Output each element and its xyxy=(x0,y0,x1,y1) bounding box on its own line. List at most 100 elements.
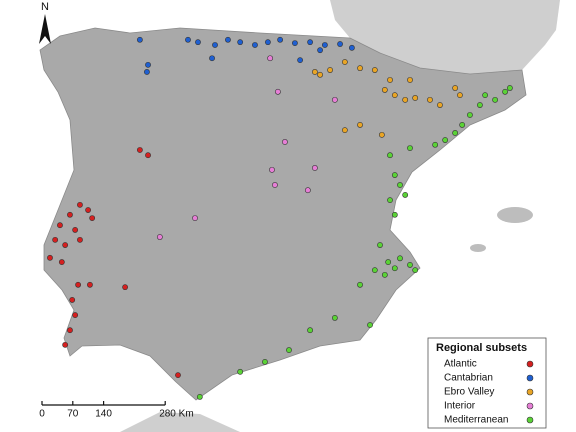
site-point xyxy=(459,122,466,128)
legend-swatch xyxy=(526,388,534,396)
site-point xyxy=(412,267,419,274)
site-point xyxy=(136,36,143,43)
island xyxy=(470,244,486,252)
site-point xyxy=(145,152,151,159)
site-point xyxy=(402,96,409,103)
legend-label: Interior xyxy=(444,401,476,412)
scale-label: 140 xyxy=(95,409,112,420)
north-label: N xyxy=(41,1,49,13)
site-point xyxy=(195,39,201,46)
site-point xyxy=(397,255,403,262)
site-point xyxy=(196,393,203,400)
legend-box xyxy=(427,337,547,429)
site-point xyxy=(77,236,83,243)
site-point xyxy=(341,59,348,65)
site-point xyxy=(371,267,378,274)
site-point xyxy=(432,141,439,148)
site-point xyxy=(407,145,413,151)
site-point xyxy=(492,96,498,103)
site-point xyxy=(209,55,215,62)
site-point xyxy=(175,372,181,379)
site-point xyxy=(317,71,323,78)
island xyxy=(497,207,533,223)
site-point xyxy=(237,39,244,46)
site-point xyxy=(237,368,244,375)
site-point xyxy=(269,166,275,173)
scale-label: 0 xyxy=(39,409,45,420)
site-point xyxy=(331,315,338,321)
site-point xyxy=(506,85,513,91)
site-point xyxy=(304,187,311,194)
site-point xyxy=(136,147,143,153)
site-point xyxy=(67,211,73,218)
site-point xyxy=(282,139,288,145)
site-point xyxy=(412,95,419,101)
site-point xyxy=(317,47,323,54)
site-point xyxy=(62,242,69,248)
site-point xyxy=(397,182,403,188)
site-point xyxy=(467,112,473,118)
scale-bar: 0 70 140 280 Km xyxy=(39,401,194,420)
site-point xyxy=(265,39,271,46)
site-point xyxy=(371,67,378,73)
site-point xyxy=(378,131,385,138)
site-point xyxy=(331,96,338,103)
site-point xyxy=(72,312,79,318)
site-point xyxy=(457,92,463,99)
site-point xyxy=(212,42,218,48)
site-point xyxy=(381,87,388,93)
site-point xyxy=(407,262,413,268)
legend-swatch xyxy=(526,416,534,424)
site-point xyxy=(307,327,313,334)
site-point xyxy=(311,165,318,171)
site-point xyxy=(452,130,459,136)
iberia xyxy=(39,27,527,401)
site-point xyxy=(274,88,281,95)
legend-label: Ebro Valley xyxy=(444,387,494,398)
africa xyxy=(120,412,240,432)
legend-title: Regional subsets xyxy=(436,342,527,354)
site-point xyxy=(77,201,83,208)
site-point xyxy=(292,40,298,46)
site-point xyxy=(387,197,393,204)
site-point xyxy=(442,137,449,143)
legend: Regional subsets Atlantic Cantabrian Ebro … xyxy=(427,337,547,429)
site-point xyxy=(482,92,488,99)
site-point xyxy=(75,281,81,288)
site-point xyxy=(357,65,363,72)
site-point xyxy=(407,77,413,83)
site-point xyxy=(72,227,79,233)
site-point xyxy=(321,42,328,48)
site-point xyxy=(357,122,363,128)
site-point xyxy=(225,36,231,43)
legend-swatch xyxy=(526,374,534,382)
site-point xyxy=(387,152,393,159)
site-point xyxy=(391,265,398,272)
site-point xyxy=(297,57,303,64)
scale-label: 280 Km xyxy=(159,409,193,420)
north-arrow: N xyxy=(39,1,51,44)
site-point xyxy=(391,211,398,218)
site-point xyxy=(62,341,69,348)
legend-label: Cantabrian xyxy=(444,373,493,384)
site-point xyxy=(341,127,348,134)
site-point xyxy=(252,42,258,48)
site-point xyxy=(477,102,483,108)
site-point xyxy=(156,234,163,240)
site-point xyxy=(387,77,393,83)
site-point xyxy=(185,36,191,43)
site-point xyxy=(89,215,96,221)
legend-label: Atlantic xyxy=(444,359,477,370)
site-point xyxy=(307,39,313,46)
site-point xyxy=(367,322,373,328)
site-point xyxy=(286,347,292,353)
site-point xyxy=(52,236,59,243)
site-point xyxy=(311,69,318,75)
site-point xyxy=(267,55,274,62)
site-point xyxy=(277,36,284,43)
site-point xyxy=(85,207,91,213)
site-point xyxy=(381,271,388,278)
site-point xyxy=(348,44,355,51)
site-point xyxy=(192,215,198,221)
